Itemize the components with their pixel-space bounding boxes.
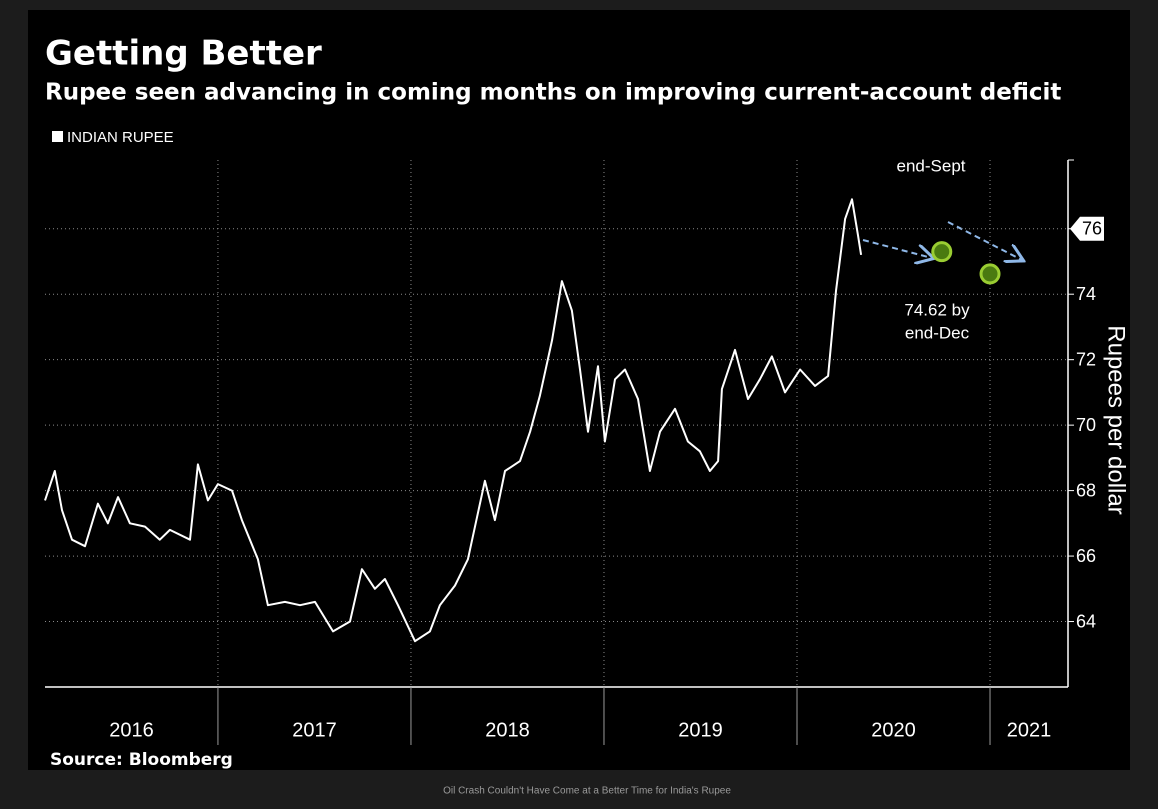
forecast-point (979, 263, 1001, 285)
chart-title: Getting Better (45, 34, 322, 74)
y-tick-label: 74 (1076, 284, 1096, 304)
chart-panel (28, 10, 1130, 770)
x-tick-label: 2018 (485, 719, 530, 741)
annotation: 74.62 by (904, 300, 970, 319)
legend-label: INDIAN RUPEE (67, 129, 174, 146)
x-tick-label: 2016 (109, 719, 154, 741)
x-tick-label: 2021 (1007, 719, 1052, 741)
forecast-point (931, 241, 953, 263)
annotation: end-Sept (897, 156, 966, 175)
y-tick-label: 64 (1076, 611, 1096, 631)
x-tick-label: 2019 (678, 719, 723, 741)
last-value-flag (1070, 216, 1104, 241)
source: Source: Bloomberg (50, 750, 233, 770)
y-tick-label: 70 (1076, 415, 1096, 435)
legend-swatch (52, 131, 63, 142)
forecast-arrow (947, 221, 1022, 260)
y-axis-title: Rupees per dollar (1103, 325, 1130, 514)
chart-subtitle: Rupee seen advancing in coming months on… (45, 80, 1061, 106)
y-tick-label: 68 (1076, 480, 1096, 500)
y-tick-label: 72 (1076, 349, 1096, 369)
line-series (44, 198, 863, 643)
annotation: end-Dec (905, 323, 970, 342)
y-tick-label: 76 (1082, 218, 1102, 238)
x-tick-label: 2020 (871, 719, 916, 741)
x-tick-label: 2017 (292, 719, 337, 741)
y-tick-label: 66 (1076, 546, 1096, 566)
forecast-arrow (862, 239, 932, 258)
caption: Oil Crash Couldn't Have Come at a Better… (443, 786, 731, 797)
